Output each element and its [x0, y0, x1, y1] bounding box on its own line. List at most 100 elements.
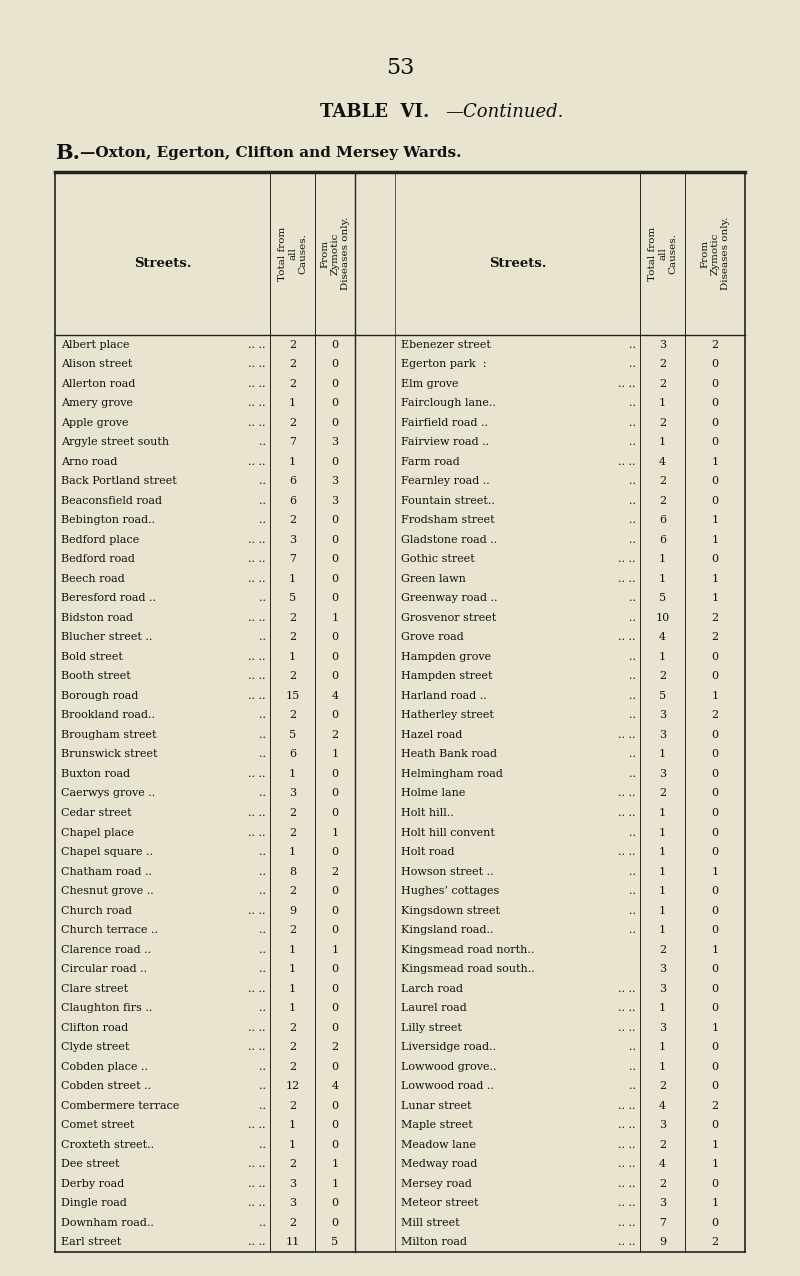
Text: Hughes’ cottages: Hughes’ cottages [401, 886, 499, 896]
Text: Arno road: Arno road [61, 457, 118, 467]
Text: ..: .. [259, 593, 266, 604]
Text: 0: 0 [711, 496, 718, 505]
Text: 0: 0 [711, 476, 718, 486]
Text: 0: 0 [711, 652, 718, 662]
Text: From
Zymotic
Diseases only.: From Zymotic Diseases only. [700, 217, 730, 290]
Text: Clifton road: Clifton road [61, 1022, 128, 1032]
Text: ..: .. [259, 886, 266, 896]
Text: 0: 0 [711, 828, 718, 837]
Text: Green lawn: Green lawn [401, 574, 466, 584]
Text: Laurel road: Laurel road [401, 1003, 466, 1013]
Text: 1: 1 [659, 886, 666, 896]
Text: 0: 0 [331, 1022, 338, 1032]
Text: 2: 2 [289, 711, 296, 721]
Text: 2: 2 [289, 633, 296, 642]
Text: 3: 3 [289, 535, 296, 545]
Text: Frodsham street: Frodsham street [401, 516, 494, 526]
Text: 0: 0 [331, 1198, 338, 1208]
Text: .. ..: .. .. [618, 730, 636, 740]
Text: Holt road: Holt road [401, 847, 454, 857]
Text: .. ..: .. .. [618, 1120, 636, 1131]
Text: 1: 1 [659, 866, 666, 877]
Text: Larch road: Larch road [401, 984, 463, 994]
Text: Harland road ..: Harland road .. [401, 690, 486, 701]
Text: B.: B. [55, 143, 80, 163]
Text: Bebington road..: Bebington road.. [61, 516, 155, 526]
Text: 0: 0 [711, 360, 718, 369]
Text: .. ..: .. .. [249, 652, 266, 662]
Text: 0: 0 [711, 1081, 718, 1091]
Text: Kingsmead road south..: Kingsmead road south.. [401, 965, 534, 974]
Text: Cedar street: Cedar street [61, 808, 132, 818]
Text: Beresford road ..: Beresford road .. [61, 593, 156, 604]
Text: Heath Bank road: Heath Bank road [401, 749, 497, 759]
Text: .. ..: .. .. [249, 379, 266, 389]
Text: Brunswick street: Brunswick street [61, 749, 158, 759]
Text: 1: 1 [659, 906, 666, 916]
Text: .. ..: .. .. [618, 1101, 636, 1110]
Text: 0: 0 [331, 535, 338, 545]
Text: 2: 2 [711, 711, 718, 721]
Text: 0: 0 [331, 965, 338, 974]
Text: 2: 2 [331, 1042, 338, 1053]
Text: 0: 0 [331, 1120, 338, 1131]
Text: 1: 1 [331, 612, 338, 623]
Text: .. ..: .. .. [618, 1198, 636, 1208]
Text: 0: 0 [331, 574, 338, 584]
Text: 1: 1 [711, 1159, 718, 1169]
Text: 2: 2 [659, 1179, 666, 1189]
Text: 1: 1 [659, 438, 666, 448]
Text: ..: .. [629, 612, 636, 623]
Text: ..: .. [259, 749, 266, 759]
Text: 4: 4 [659, 633, 666, 642]
Text: 0: 0 [331, 516, 338, 526]
Text: 1: 1 [289, 652, 296, 662]
Text: 2: 2 [711, 1238, 718, 1247]
Text: Bedford place: Bedford place [61, 535, 139, 545]
Text: Meteor street: Meteor street [401, 1198, 478, 1208]
Text: .. ..: .. .. [618, 554, 636, 564]
Text: .. ..: .. .. [618, 1139, 636, 1150]
Text: 0: 0 [331, 379, 338, 389]
Text: 6: 6 [659, 535, 666, 545]
Text: 1: 1 [331, 1179, 338, 1189]
Text: 1: 1 [659, 828, 666, 837]
Text: ..: .. [629, 925, 636, 935]
Text: 2: 2 [289, 925, 296, 935]
Text: 1: 1 [289, 574, 296, 584]
Text: 2: 2 [659, 360, 666, 369]
Text: 5: 5 [659, 593, 666, 604]
Text: 7: 7 [289, 554, 296, 564]
Text: Derby road: Derby road [61, 1179, 124, 1189]
Text: Elm grove: Elm grove [401, 379, 458, 389]
Text: .. ..: .. .. [618, 1217, 636, 1228]
Text: 2: 2 [289, 612, 296, 623]
Text: Gothic street: Gothic street [401, 554, 474, 564]
Text: Dee street: Dee street [61, 1159, 119, 1169]
Text: 1: 1 [659, 925, 666, 935]
Text: .. ..: .. .. [249, 1179, 266, 1189]
Text: .. ..: .. .. [618, 847, 636, 857]
Text: 3: 3 [659, 1198, 666, 1208]
Text: 2: 2 [289, 1217, 296, 1228]
Text: Holme lane: Holme lane [401, 789, 466, 799]
Text: 0: 0 [711, 965, 718, 974]
Text: 3: 3 [659, 730, 666, 740]
Text: Argyle street south: Argyle street south [61, 438, 169, 448]
Text: 0: 0 [331, 1062, 338, 1072]
Text: ..: .. [629, 749, 636, 759]
Text: ..: .. [259, 633, 266, 642]
Text: .. ..: .. .. [618, 1159, 636, 1169]
Text: ..: .. [629, 1042, 636, 1053]
Text: Bold street: Bold street [61, 652, 123, 662]
Text: 7: 7 [289, 438, 296, 448]
Text: Total from
all
Causes.: Total from all Causes. [278, 226, 307, 281]
Text: 1: 1 [289, 1003, 296, 1013]
Text: 2: 2 [289, 1062, 296, 1072]
Text: 1: 1 [659, 808, 666, 818]
Text: 0: 0 [331, 671, 338, 681]
Text: 1: 1 [711, 1139, 718, 1150]
Text: 0: 0 [711, 984, 718, 994]
Text: Circular road ..: Circular road .. [61, 965, 147, 974]
Text: 3: 3 [331, 496, 338, 505]
